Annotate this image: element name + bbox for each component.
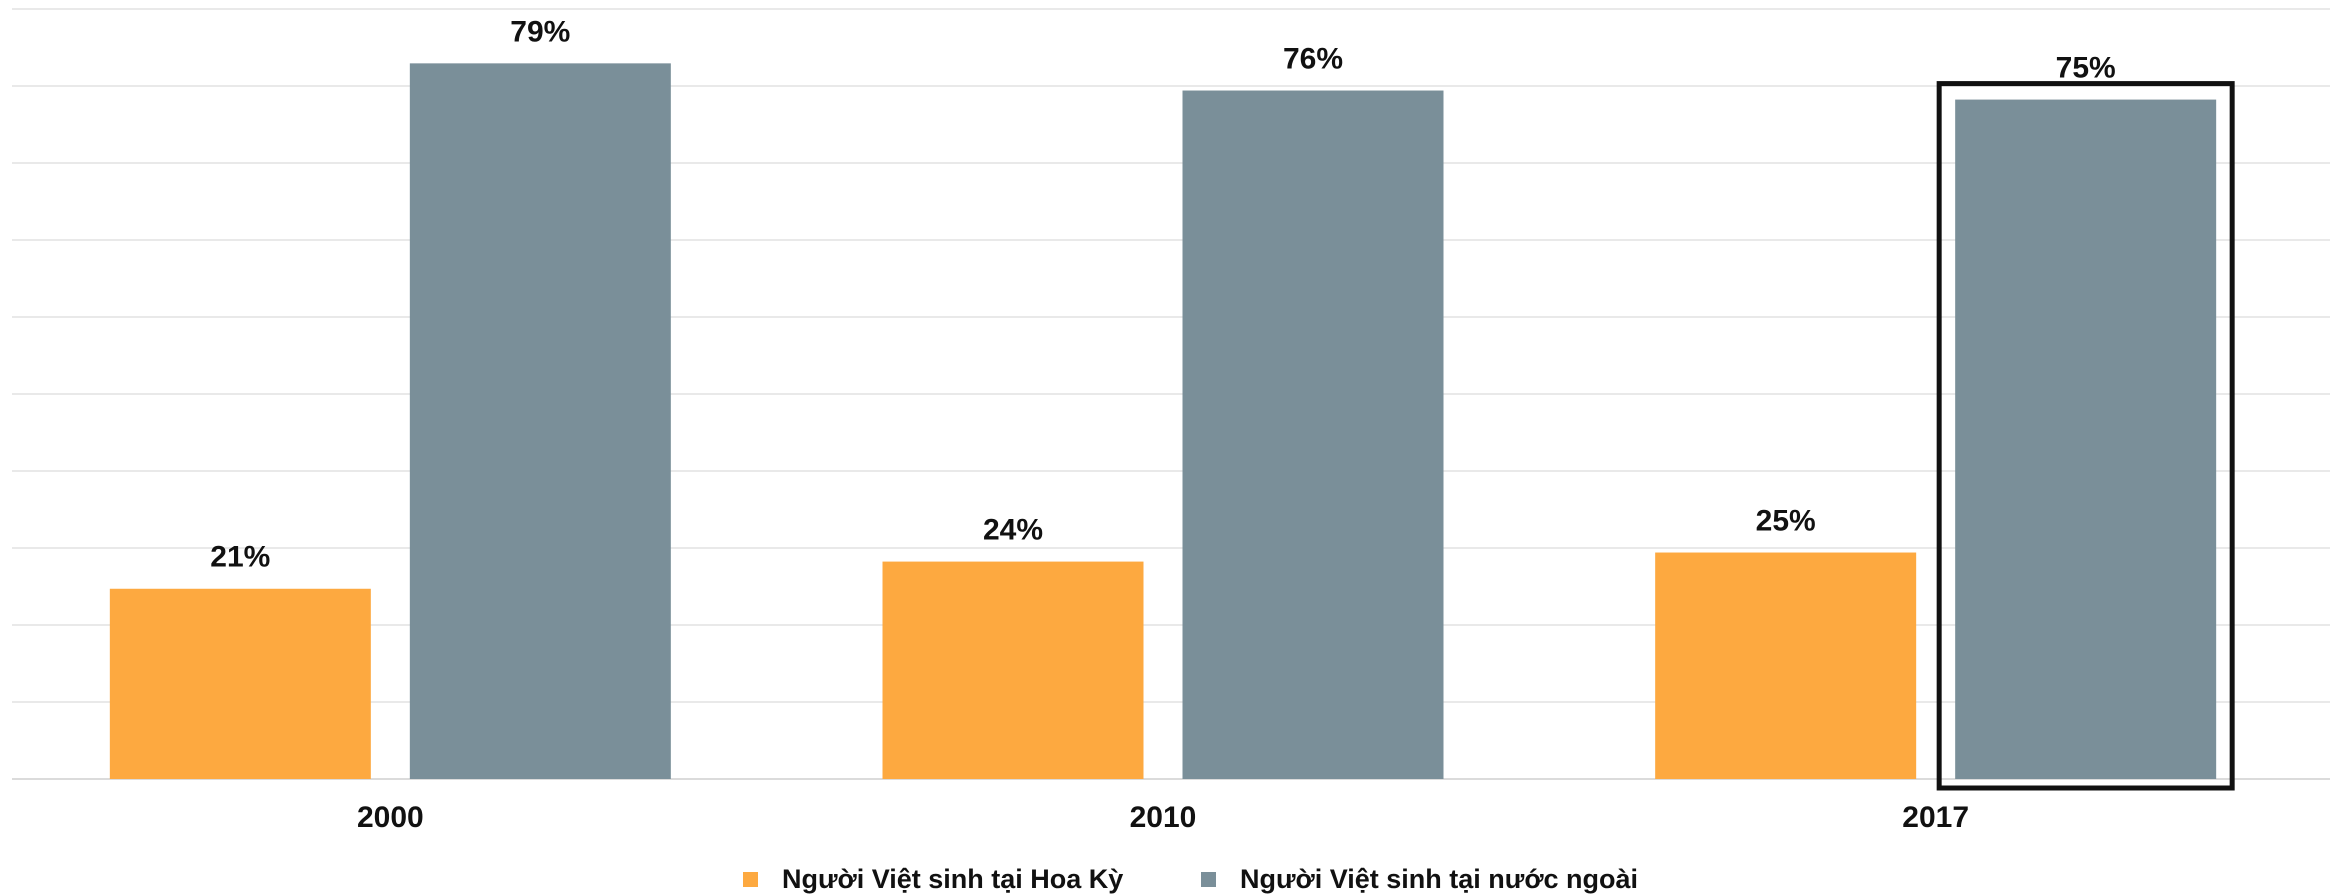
data-label: 25% xyxy=(1756,504,1816,537)
x-tick-label: 2000 xyxy=(357,801,424,834)
legend-swatch xyxy=(743,872,758,887)
bar xyxy=(1955,99,2217,779)
bar xyxy=(1182,90,1444,779)
data-label: 75% xyxy=(2056,52,2116,85)
bar xyxy=(109,588,371,779)
data-label: 79% xyxy=(510,15,570,48)
legend-swatch xyxy=(1201,872,1216,887)
bar xyxy=(1655,552,1917,779)
x-tick-label: 2017 xyxy=(1902,801,1969,834)
x-tick-label: 2010 xyxy=(1130,801,1197,834)
legend-label: Người Việt sinh tại Hoa Kỳ xyxy=(782,864,1123,894)
data-label: 21% xyxy=(210,541,270,574)
bar xyxy=(409,63,671,779)
highlight-box xyxy=(1936,81,2235,791)
legend-label: Người Việt sinh tại nước ngoài xyxy=(1240,864,1638,894)
data-label: 76% xyxy=(1283,42,1343,75)
data-label: 24% xyxy=(983,514,1043,547)
bar xyxy=(882,561,1144,779)
